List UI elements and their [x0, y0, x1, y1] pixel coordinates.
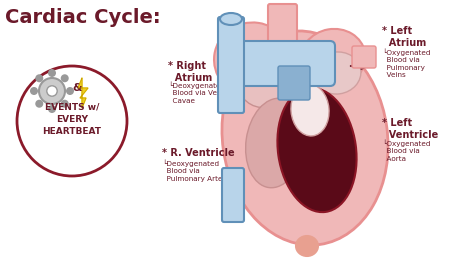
- Text: └Oxygenated
  Blood via
  Aorta: └Oxygenated Blood via Aorta: [382, 139, 430, 162]
- Circle shape: [48, 69, 56, 77]
- Circle shape: [66, 87, 74, 95]
- Text: └Deoxygenated
  Blood via
  Pulmonary Arteries: └Deoxygenated Blood via Pulmonary Arteri…: [162, 159, 236, 182]
- Circle shape: [61, 74, 69, 82]
- Ellipse shape: [220, 13, 242, 25]
- Circle shape: [17, 66, 127, 176]
- FancyBboxPatch shape: [278, 66, 310, 100]
- Text: * Right
  Atrium: * Right Atrium: [168, 61, 212, 83]
- Ellipse shape: [246, 98, 304, 188]
- Ellipse shape: [296, 236, 318, 256]
- Ellipse shape: [222, 31, 388, 245]
- Text: * Left
  Atrium: * Left Atrium: [382, 26, 426, 48]
- Text: Cardiac Cycle:: Cardiac Cycle:: [5, 8, 161, 27]
- Text: └Deoxygenated
  Blood via Vena
  Cavae: └Deoxygenated Blood via Vena Cavae: [168, 81, 226, 104]
- Circle shape: [39, 78, 65, 104]
- Ellipse shape: [291, 84, 329, 136]
- Ellipse shape: [277, 88, 356, 212]
- Ellipse shape: [214, 22, 292, 98]
- Circle shape: [47, 86, 57, 96]
- Ellipse shape: [237, 52, 289, 107]
- Circle shape: [30, 87, 38, 95]
- Text: EVENTS w/
EVERY
HEARTBEAT: EVENTS w/ EVERY HEARTBEAT: [43, 103, 101, 136]
- FancyBboxPatch shape: [222, 168, 244, 222]
- Polygon shape: [78, 78, 88, 108]
- Text: └Oxygenated
  Blood via
  Pulmonary
  Veins: └Oxygenated Blood via Pulmonary Veins: [382, 48, 430, 78]
- FancyBboxPatch shape: [352, 46, 376, 68]
- Text: * Left
  Ventricle: * Left Ventricle: [382, 118, 438, 140]
- FancyBboxPatch shape: [225, 41, 335, 86]
- FancyBboxPatch shape: [268, 4, 297, 48]
- FancyBboxPatch shape: [218, 17, 244, 113]
- Text: &: &: [72, 83, 82, 93]
- Circle shape: [48, 105, 56, 113]
- Circle shape: [35, 100, 43, 108]
- Circle shape: [61, 100, 69, 108]
- Ellipse shape: [301, 29, 365, 87]
- Circle shape: [35, 74, 43, 82]
- Text: * R. Ventricle: * R. Ventricle: [162, 148, 235, 158]
- Ellipse shape: [313, 52, 361, 94]
